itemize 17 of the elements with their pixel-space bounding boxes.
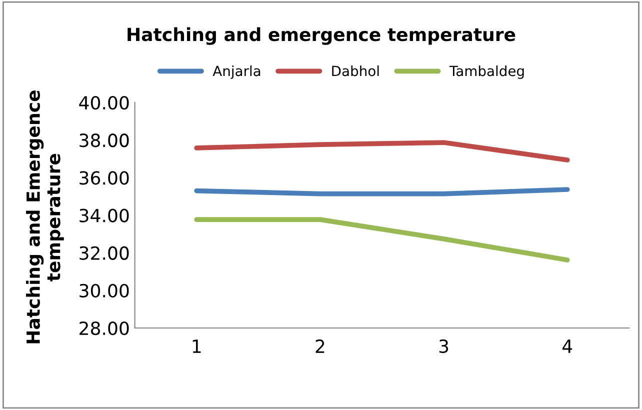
legend-label: Tambaldeg — [449, 65, 524, 79]
y-tick-label: 38.00 — [80, 134, 129, 148]
y-tick-label: 30.00 — [80, 284, 129, 298]
y-tick-label: 32.00 — [80, 246, 129, 260]
y-tick-label: 28.00 — [80, 321, 129, 336]
x-tick-label: 3 — [439, 339, 448, 354]
legend-label: Dabhol — [332, 65, 379, 76]
y-tick-label: 36.00 — [80, 171, 129, 185]
y-axis-title: Hatching and Emergence temperature — [26, 90, 64, 344]
x-tick-label: 1 — [192, 340, 201, 353]
y-tick-label: 34.00 — [80, 208, 129, 222]
chart-title: Hatching and emergence temperature — [128, 27, 516, 45]
line-series — [194, 140, 570, 162]
x-tick-label: 4 — [562, 340, 572, 353]
legend-label: Anjarla — [212, 65, 260, 79]
x-tick-label: 2 — [316, 339, 324, 353]
y-tick-label: 40.00 — [79, 96, 129, 110]
